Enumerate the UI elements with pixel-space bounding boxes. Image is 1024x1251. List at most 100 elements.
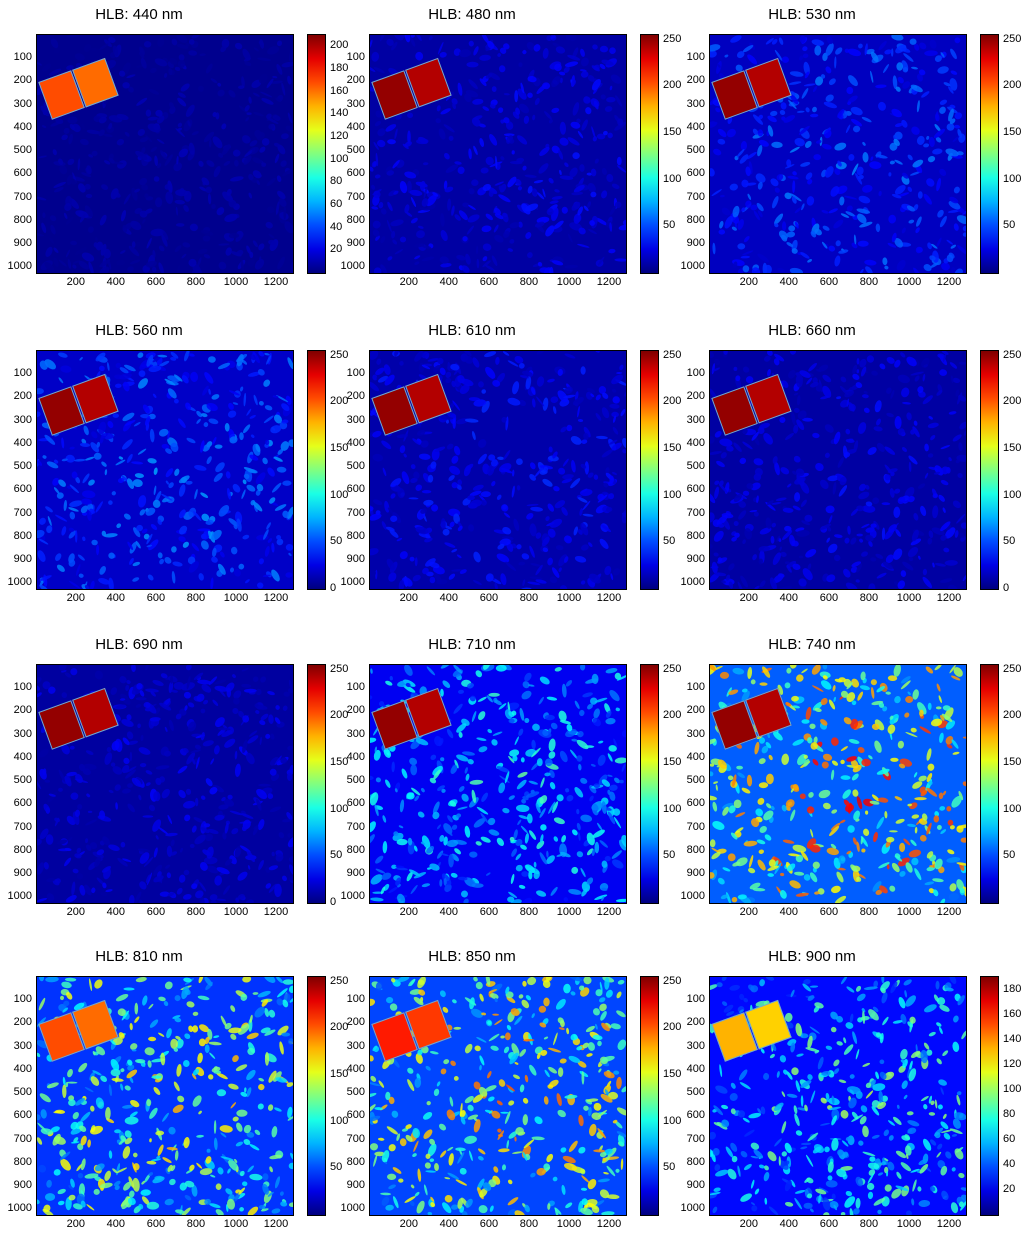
foliage-patch: [37, 777, 42, 790]
foliage-patch: [532, 190, 537, 195]
foliage-patch: [784, 682, 791, 689]
foliage-patch: [792, 784, 799, 791]
foliage-patch: [554, 63, 562, 72]
foliage-patch: [425, 1065, 431, 1071]
foliage-patch: [123, 193, 131, 205]
foliage-patch: [206, 402, 218, 412]
foliage-patch: [895, 86, 901, 92]
foliage-patch: [611, 442, 622, 451]
foliage-patch: [831, 760, 839, 766]
foliage-patch: [578, 227, 586, 235]
foliage-patch: [753, 458, 764, 466]
heatmap-panel-12: HLB: 900 nm 200 400 600 800 1000 1200 100 200 300…: [677, 946, 1022, 1251]
foliage-patch: [778, 573, 785, 578]
foliage-patch: [221, 123, 227, 130]
foliage-patch: [274, 717, 281, 724]
foliage-patch: [897, 496, 906, 504]
y-tick-label: 400: [346, 120, 365, 133]
foliage-patch: [423, 1129, 433, 1139]
foliage-patch: [771, 502, 782, 505]
foliage-patch: [139, 177, 148, 186]
foliage-patch: [119, 373, 132, 380]
foliage-patch: [238, 1187, 246, 1195]
foliage-patch: [113, 191, 121, 198]
foliage-patch: [178, 509, 186, 519]
x-tick-label: 600: [146, 906, 166, 918]
foliage-patch: [281, 61, 293, 68]
foliage-patch: [456, 554, 462, 559]
foliage-patch: [574, 700, 580, 709]
foliage-patch: [370, 874, 383, 885]
foliage-patch: [544, 1069, 550, 1078]
foliage-patch: [493, 1166, 499, 1173]
foliage-patch: [83, 425, 89, 436]
foliage-patch: [68, 837, 73, 841]
foliage-patch: [246, 850, 255, 863]
y-tick-label: 700: [13, 1132, 32, 1145]
foliage-patch: [100, 1075, 107, 1083]
foliage-patch: [79, 763, 85, 772]
foliage-patch: [216, 1072, 228, 1080]
foliage-patch: [80, 1111, 91, 1122]
foliage-patch: [806, 806, 815, 814]
foliage-patch: [54, 817, 61, 823]
foliage-patch: [238, 563, 245, 570]
foliage-patch: [614, 777, 620, 784]
heatmap-image: [369, 664, 627, 904]
foliage-patch: [846, 398, 850, 407]
foliage-patch: [233, 524, 238, 530]
foliage-patch: [164, 378, 176, 386]
foliage-patch: [530, 387, 536, 395]
foliage-patch: [837, 457, 844, 468]
foliage-patch: [242, 1181, 248, 1187]
foliage-patch: [243, 1124, 252, 1134]
foliage-patch: [192, 1095, 202, 1107]
foliage-patch: [595, 989, 603, 997]
foliage-patch: [383, 364, 391, 375]
foliage-patch: [485, 366, 496, 379]
foliage-patch: [127, 266, 134, 272]
foliage-patch: [80, 138, 89, 146]
foliage-patch: [198, 977, 204, 984]
foliage-patch: [508, 1100, 515, 1106]
foliage-patch: [721, 580, 726, 584]
foliage-patch: [101, 866, 112, 873]
foliage-patch: [157, 826, 169, 835]
foliage-patch: [949, 665, 956, 674]
foliage-patch: [387, 507, 394, 514]
foliage-patch: [108, 157, 115, 164]
foliage-patch: [543, 1096, 549, 1105]
foliage-patch: [386, 1126, 398, 1135]
foliage-patch: [491, 255, 498, 266]
foliage-patch: [241, 135, 251, 144]
foliage-patch: [383, 748, 392, 758]
foliage-patch: [281, 1032, 291, 1037]
foliage-patch: [591, 78, 601, 91]
foliage-patch: [572, 102, 580, 116]
foliage-patch: [934, 858, 943, 870]
foliage-patch: [70, 1121, 79, 1130]
foliage-patch: [242, 479, 247, 485]
x-tick-label: 200: [66, 1218, 86, 1230]
foliage-patch: [773, 358, 780, 366]
y-tick-label: 700: [346, 506, 365, 519]
foliage-patch: [809, 844, 821, 853]
foliage-patch: [282, 818, 293, 823]
foliage-patch: [897, 76, 904, 84]
foliage-patch: [605, 989, 613, 998]
colorbar-tick-label: 200: [330, 709, 349, 722]
foliage-patch: [723, 351, 728, 355]
foliage-patch: [878, 190, 882, 197]
foliage-patch: [49, 215, 57, 222]
foliage-patch: [923, 264, 932, 272]
foliage-patch: [621, 1085, 626, 1093]
foliage-patch: [728, 689, 739, 695]
foliage-patch: [483, 1182, 492, 1192]
foliage-patch: [274, 755, 282, 766]
x-tick-label: 800: [186, 1218, 206, 1230]
foliage-patch: [453, 703, 463, 714]
foliage-patch: [146, 544, 153, 548]
foliage-patch: [389, 529, 399, 538]
foliage-patch: [392, 159, 400, 169]
foliage-patch: [741, 787, 751, 794]
